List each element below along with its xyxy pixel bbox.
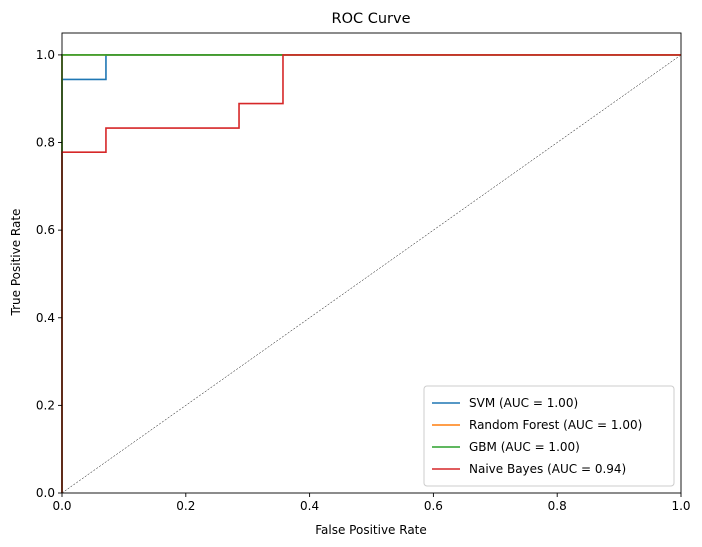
x-tick-label: 0.8 (548, 499, 567, 513)
x-tick-label: 0.2 (176, 499, 195, 513)
legend-label: GBM (AUC = 1.00) (469, 440, 580, 454)
legend-box (423, 385, 675, 487)
legend-label: SVM (AUC = 1.00) (469, 396, 578, 410)
y-tick-label: 0.6 (36, 223, 55, 237)
y-tick-label: 0.4 (36, 311, 55, 325)
legend: SVM (AUC = 1.00) Random Forest (AUC = 1.0… (423, 385, 675, 487)
y-tick-label: 1.0 (36, 48, 55, 62)
y-tick-label: 0.0 (36, 486, 55, 500)
legend-label: Naive Bayes (AUC = 0.94) (469, 462, 626, 476)
x-axis-title: False Positive Rate (315, 523, 427, 537)
diagonal-reference-line (61, 54, 682, 494)
series-line-naive-bayes (61, 54, 681, 493)
x-tick-label: 0.6 (424, 499, 443, 513)
x-tick-label: 1.0 (671, 499, 690, 513)
chart-title: ROC Curve (332, 11, 411, 27)
x-tick-label: 0.4 (300, 499, 319, 513)
plot-frame (61, 32, 682, 494)
y-axis-title: True Positive Rate (9, 209, 23, 317)
y-tick-label: 0.8 (36, 136, 55, 150)
y-tick-label: 0.2 (36, 398, 55, 412)
x-tick-label: 0.0 (52, 499, 71, 513)
plot-area: 0.0 0.2 0.4 0.6 0.8 1.0 0.0 0.2 0.4 0.6 0.8 1.0 (36, 32, 691, 513)
legend-label: Random Forest (AUC = 1.00) (469, 418, 642, 432)
